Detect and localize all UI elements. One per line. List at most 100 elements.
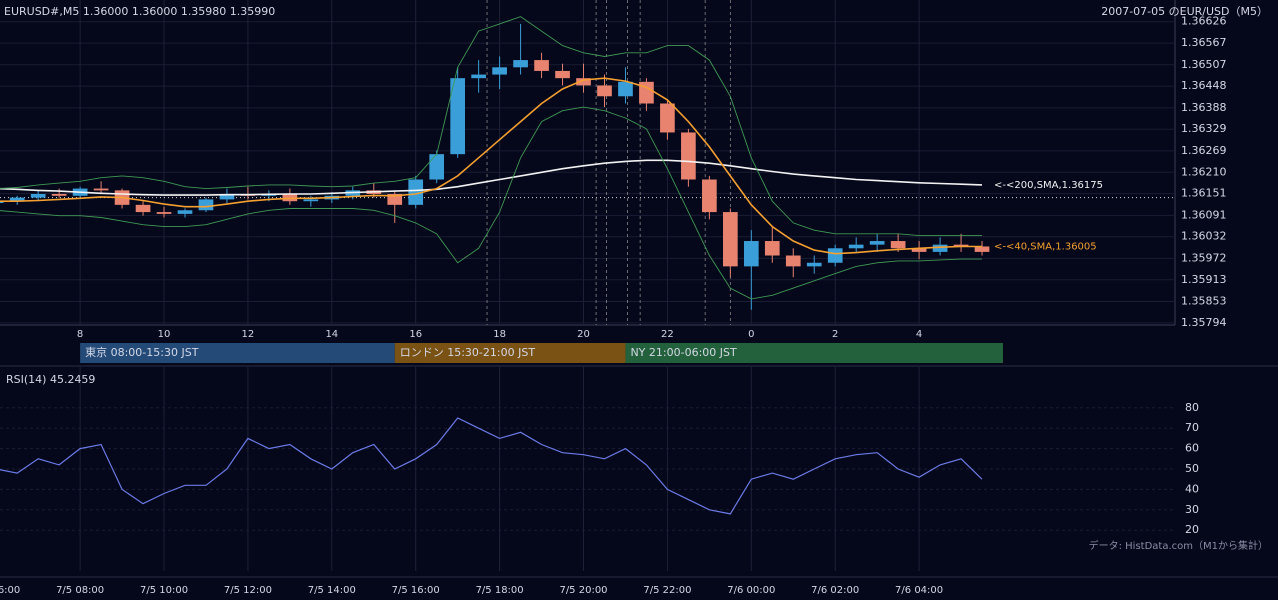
y-tick-label: 1.36567 [1181,36,1227,49]
candle-body [9,197,25,202]
candle-body [198,199,214,211]
rsi-title: RSI(14) 45.2459 [6,373,95,386]
y-tick-label: 20 [1185,523,1199,536]
x-tick-label: 7/5 20:00 [559,585,607,596]
candle-body [722,212,738,267]
candle-body [303,199,319,202]
candle-body [93,188,109,191]
candle-body [932,244,948,252]
chart-subtitle: 2007-07-05 のEUR/USD（M5） [1101,5,1268,18]
x-tick-label: 14 [325,329,338,340]
candle-body [848,244,864,249]
y-tick-label: 1.35794 [1181,316,1227,329]
y-tick-label: 1.35972 [1181,251,1227,264]
candle-body [890,241,906,249]
x-tick-label: 7/5 14:00 [308,585,356,596]
x-tick-label: 10 [158,329,171,340]
candle-body [911,248,927,252]
candle-body [219,193,235,200]
candle-body [702,179,717,213]
candle-body [953,244,969,247]
x-tick-label: 12 [242,329,255,340]
candle-body [387,193,403,205]
x-tick-label: 4 [916,329,922,340]
candle-body [660,103,675,133]
y-tick-label: 70 [1185,421,1199,434]
x-tick-label: 7/5 12:00 [224,585,272,596]
candle-body [869,241,885,245]
candle-body [785,255,801,267]
candle-body [743,241,759,267]
x-tick-label: 7/5 16:00 [392,585,440,596]
candle-body [156,212,172,214]
x-tick-label: 8 [77,329,83,340]
candle-body [806,262,822,267]
candle-body [492,67,507,75]
y-tick-label: 60 [1185,442,1199,455]
candle-body [429,154,445,180]
x-tick-label: 18 [493,329,506,340]
session-label: ロンドン 15:30-21:00 JST [400,346,536,359]
candle-body [618,81,633,97]
session-bar [394,343,626,363]
y-tick-label: 1.36269 [1181,144,1227,157]
y-tick-label: 1.36032 [1181,230,1227,243]
candle-body [639,81,654,104]
source-note: データ: HistData.com（M1から集計） [1089,539,1268,552]
y-tick-label: 1.36626 [1181,15,1227,28]
y-tick-label: 1.36388 [1181,101,1227,114]
y-tick-label: 1.36091 [1181,208,1227,221]
y-tick-label: 1.35913 [1181,273,1227,286]
x-tick-label: 7/5 18:00 [476,585,524,596]
y-tick-label: 1.35853 [1181,294,1227,307]
indicator-line [0,106,982,300]
x-tick-label: 7/6 02:00 [811,585,859,596]
y-tick-label: 1.36151 [1181,187,1227,200]
candle-body [51,193,67,196]
session-label: NY 21:00-06:00 JST [630,346,737,359]
y-tick-label: 1.36507 [1181,58,1227,71]
rsi-line [0,417,983,515]
session-bar [80,343,395,363]
candle-body [450,78,466,155]
x-tick-label: 20 [577,329,590,340]
candle-body [513,60,528,68]
x-tick-label: 7/5 08:00 [56,585,104,596]
x-tick-label: 16 [409,329,422,340]
x-tick-label: 2 [832,329,838,340]
x-tick-label: 7/5 22:00 [643,585,691,596]
candle-body [30,193,46,198]
candle-body [534,60,549,71]
x-tick-label: 7/5 10:00 [140,585,188,596]
x-tick-label: 7/6 04:00 [895,585,943,596]
indicator-label: <-<200,SMA,1.36175 [994,180,1103,191]
y-tick-label: 80 [1185,401,1199,414]
candle-body [974,246,990,252]
candle-body [681,132,696,180]
y-tick-label: 1.36329 [1181,122,1227,135]
candle-body [555,70,570,79]
plot-layer: 1.36626 1.36567 1.36507 1.36448 1.36388 1.363… [0,0,1227,596]
candle-body [764,241,780,256]
chart-title: EURUSD#,M5 1.36000 1.36000 1.35980 1.359… [4,5,275,18]
indicator-label: <-<40,SMA,1.36005 [994,241,1097,252]
y-tick-label: 1.36210 [1181,165,1227,178]
session-label: 東京 08:00-15:30 JST [85,345,199,359]
x-tick-label: 7/6 00:00 [727,585,775,596]
candle-body [827,248,843,263]
candle-body [135,204,151,213]
x-tick-label: 7/5 06:00 [0,585,20,596]
x-tick-label: 0 [748,329,754,340]
candle-body [177,210,193,214]
y-tick-label: 30 [1185,503,1199,516]
candle-body [576,78,591,86]
y-tick-label: 40 [1185,482,1199,495]
candle-body [597,85,612,97]
candle-body [408,179,424,205]
indicator-line [0,16,982,237]
x-tick-label: 22 [661,329,674,340]
candle-body [471,74,486,79]
y-tick-label: 50 [1185,462,1199,475]
